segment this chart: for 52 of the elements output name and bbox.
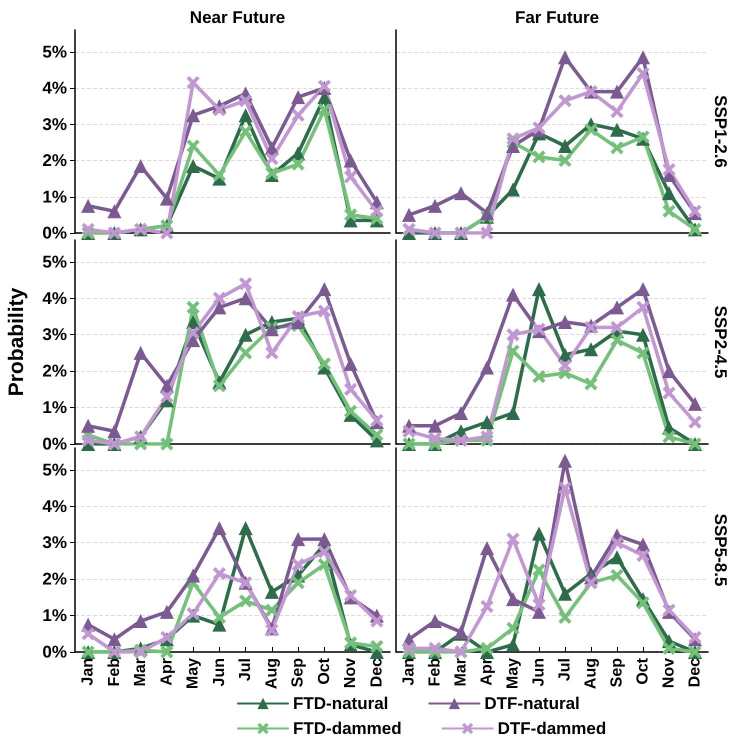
legend-label: FTD-natural bbox=[293, 694, 388, 713]
y-tick-label: 3% bbox=[42, 325, 67, 344]
y-tick-label: 5% bbox=[42, 460, 67, 480]
y-tick-label: 3% bbox=[42, 114, 67, 134]
text: SSP2-4.5 bbox=[711, 306, 730, 378]
x-tick-label: Jan bbox=[400, 658, 418, 686]
y-tick-label: 1% bbox=[42, 398, 67, 418]
y-tick-label: 0% bbox=[42, 224, 67, 242]
y-tick-label: 2% bbox=[42, 362, 67, 381]
x-tick-label: Dec bbox=[686, 658, 704, 688]
x-tick-label: Dec bbox=[368, 658, 386, 688]
x-tick-label: Sep bbox=[608, 658, 626, 688]
chart-title: Far Future bbox=[514, 8, 600, 27]
x-tick-label: Oct bbox=[316, 657, 333, 685]
legend-label: DTF-natural bbox=[484, 694, 580, 713]
text: SSP5-8.5 bbox=[711, 514, 730, 586]
y-tick-label: 0% bbox=[42, 434, 67, 454]
x-tick-label: Aug bbox=[582, 658, 600, 690]
x-tick-label: Nov bbox=[342, 658, 360, 688]
x-tick-label: Jul bbox=[237, 658, 254, 682]
y-tick-label: 4% bbox=[42, 496, 67, 516]
x-tick-label: Jun bbox=[530, 658, 548, 686]
x-tick-label: Sep bbox=[290, 658, 307, 688]
y-tick-label: 2% bbox=[42, 151, 67, 170]
text: SSP1-2.6 bbox=[711, 95, 730, 168]
y-tick-label: 5% bbox=[42, 42, 67, 62]
legend-label: FTD-dammed bbox=[293, 719, 402, 738]
y-tick-label: 0% bbox=[42, 642, 67, 662]
x-tick-label: Oct bbox=[634, 657, 652, 685]
y-tick-label: 4% bbox=[42, 288, 67, 308]
y-tick-label: 3% bbox=[42, 533, 67, 552]
y-tick-label: 1% bbox=[42, 187, 67, 206]
x-tick-label: May bbox=[184, 658, 202, 690]
x-tick-label: Apr bbox=[158, 658, 176, 686]
legend-label: DTF-dammed bbox=[498, 719, 606, 738]
x-tick-label: Feb bbox=[426, 658, 444, 686]
y-axis-title: Probability bbox=[5, 287, 28, 396]
y-tick-label: 2% bbox=[42, 570, 67, 589]
x-tick-label: Jul bbox=[556, 658, 574, 682]
y-tick-label: 4% bbox=[42, 78, 67, 98]
x-tick-label: Feb bbox=[106, 658, 123, 686]
y-tick-label: 5% bbox=[42, 252, 67, 272]
x-tick-label: Aug bbox=[263, 658, 280, 690]
y-tick-label: 1% bbox=[42, 606, 67, 626]
x-tick-label: Nov bbox=[660, 658, 678, 688]
chart-title: Near Future bbox=[190, 8, 286, 27]
x-tick-label: Mar bbox=[452, 658, 470, 686]
x-tick-label: Jan bbox=[80, 658, 97, 686]
x-tick-label: Jun bbox=[210, 658, 228, 686]
x-tick-label: Apr bbox=[478, 658, 496, 686]
x-tick-label: May bbox=[504, 658, 522, 690]
x-tick-label: Mar bbox=[132, 658, 150, 686]
